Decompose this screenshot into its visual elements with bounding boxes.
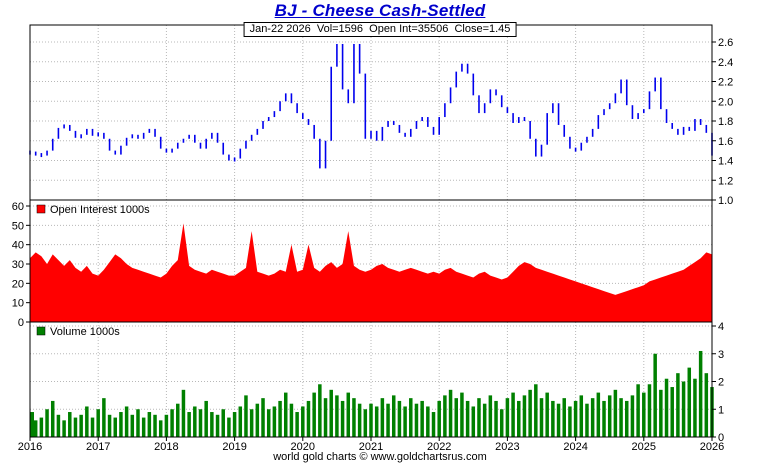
- svg-text:Volume 1000s: Volume 1000s: [50, 326, 120, 338]
- svg-text:0: 0: [718, 432, 724, 444]
- svg-text:1.0: 1.0: [718, 195, 733, 207]
- svg-text:2023: 2023: [495, 441, 519, 453]
- svg-text:0: 0: [18, 317, 24, 329]
- svg-text:2018: 2018: [154, 441, 178, 453]
- svg-text:4: 4: [718, 321, 724, 333]
- svg-text:2.6: 2.6: [718, 37, 733, 49]
- svg-text:2026: 2026: [700, 441, 724, 453]
- svg-text:2022: 2022: [427, 441, 451, 453]
- svg-text:2025: 2025: [632, 441, 656, 453]
- svg-text:2020: 2020: [291, 441, 315, 453]
- svg-text:1.8: 1.8: [718, 116, 733, 128]
- svg-text:10: 10: [12, 298, 24, 310]
- svg-text:2021: 2021: [359, 441, 383, 453]
- svg-text:3: 3: [718, 349, 724, 361]
- svg-text:2024: 2024: [563, 441, 587, 453]
- svg-text:60: 60: [12, 201, 24, 213]
- svg-text:20: 20: [12, 278, 24, 290]
- svg-text:1.2: 1.2: [718, 175, 733, 187]
- svg-text:40: 40: [12, 240, 24, 252]
- svg-text:1.4: 1.4: [718, 156, 733, 168]
- svg-text:2: 2: [718, 377, 724, 389]
- svg-text:2019: 2019: [222, 441, 246, 453]
- svg-text:2.2: 2.2: [718, 77, 733, 89]
- svg-text:30: 30: [12, 259, 24, 271]
- svg-text:2017: 2017: [86, 441, 110, 453]
- svg-text:1: 1: [718, 404, 724, 416]
- svg-text:2016: 2016: [18, 441, 42, 453]
- svg-text:50: 50: [12, 220, 24, 232]
- svg-text:Open Interest 1000s: Open Interest 1000s: [50, 204, 150, 216]
- page-title: BJ - Cheese Cash-Settled: [274, 1, 486, 20]
- svg-text:2.0: 2.0: [718, 96, 733, 108]
- quote-info-box: Jan-22 2026 Vol=1596 Open Int=35506 Clos…: [243, 22, 517, 37]
- footer-credit: world gold charts © www.goldchartsrus.co…: [273, 451, 487, 463]
- svg-text:1.6: 1.6: [718, 136, 733, 148]
- svg-text:2.4: 2.4: [718, 57, 733, 69]
